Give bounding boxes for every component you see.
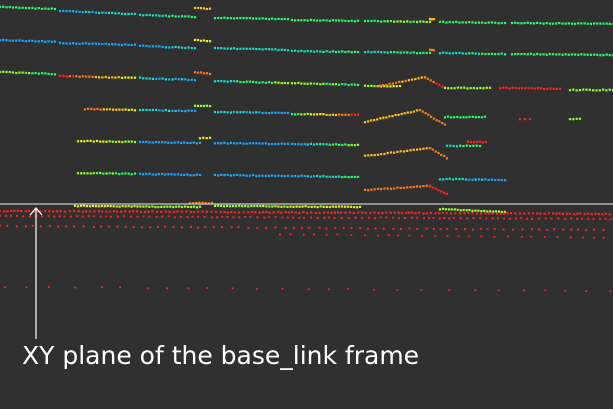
lidar-scan-points [0,5,613,293]
pointer-arrow [29,207,43,339]
plane-caption: XY plane of the base_link frame [22,341,420,370]
arrow-head [29,207,43,216]
